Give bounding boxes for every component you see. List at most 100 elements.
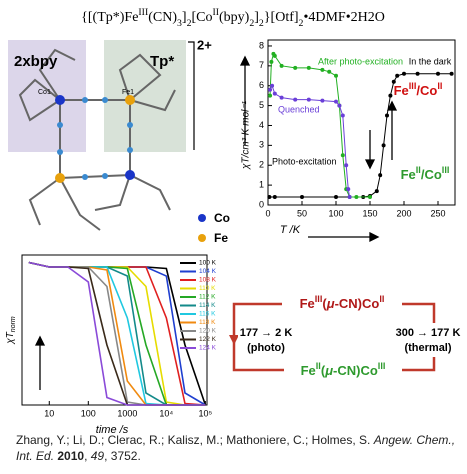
- data-point: [341, 114, 345, 118]
- data-point: [268, 94, 272, 98]
- annotation: FeII/CoIII: [401, 165, 450, 182]
- x-tick-label: 0: [265, 208, 270, 218]
- data-point: [375, 189, 379, 193]
- state-label: FeIII(μ-CN)CoII: [300, 294, 385, 311]
- title: {[(Tp*)FeIII(CN)3]2[CoII(bpy)2]2}[Otf]2•…: [81, 7, 385, 29]
- structure: 2xbpy Tp* 2+ Co1 Fe1: [8, 37, 212, 230]
- transition-label: 300 → 177 K: [396, 327, 461, 339]
- transition-label: (photo): [247, 342, 285, 354]
- data-point: [334, 100, 338, 104]
- series-line: [29, 263, 206, 406]
- series-label: Quenched: [278, 104, 320, 114]
- legend-label: 112 K: [199, 294, 216, 301]
- text-segment: 2010: [57, 449, 84, 463]
- legend-label: 108 K: [199, 277, 217, 284]
- x-tick-label: 1000: [117, 408, 137, 418]
- legend-label: 116 K: [199, 311, 216, 318]
- text-segment: , 3752.: [104, 449, 141, 463]
- data-point: [348, 195, 352, 199]
- y-tick-label: 0: [259, 199, 264, 209]
- annotation: Photo-excitation: [272, 156, 337, 166]
- charge: 2+: [197, 37, 212, 52]
- series-line: [29, 263, 206, 406]
- data-point: [273, 92, 277, 96]
- y-tick-label: 2: [259, 160, 264, 170]
- transition-label: (thermal): [404, 342, 451, 354]
- legend-label: 122 K: [199, 336, 217, 343]
- text-segment: (bpy): [219, 10, 250, 25]
- y-axis-label: χTnorm: [5, 316, 18, 345]
- data-point: [267, 195, 271, 199]
- series-line: [29, 263, 206, 406]
- text-segment: ,: [84, 449, 91, 463]
- data-point: [436, 72, 440, 76]
- data-point: [402, 72, 406, 76]
- ligand-label: Tp*: [150, 53, 174, 70]
- text-segment: }[Otf]: [264, 10, 299, 25]
- text-segment: /Co: [416, 83, 437, 98]
- x-tick-label: 50: [297, 208, 307, 218]
- data-point: [273, 54, 277, 58]
- data-point: [385, 114, 389, 118]
- x-tick-label: 10⁴: [159, 408, 173, 418]
- data-point: [382, 143, 386, 147]
- text-segment: III: [315, 294, 323, 304]
- series-line: [29, 263, 206, 406]
- text-segment: μ: [324, 363, 333, 378]
- text-segment: II: [379, 294, 384, 304]
- x-axis-label: T /K: [280, 224, 301, 236]
- data-point: [395, 74, 399, 78]
- y-tick-label: 5: [259, 100, 264, 110]
- text-segment: III: [442, 165, 450, 175]
- data-point: [334, 74, 338, 78]
- scheme: FeIII(μ-CN)CoII FeII(μ-CN)CoIII 177 → 2 …: [229, 294, 466, 381]
- data-point: [354, 195, 358, 199]
- text-segment: (CN): [148, 10, 177, 25]
- bracket: [188, 42, 194, 150]
- x-tick-label: 10: [44, 408, 54, 418]
- data-point: [320, 68, 324, 72]
- series-label: In the dark: [409, 56, 452, 66]
- legend-dot: [198, 234, 206, 242]
- series-line: [29, 263, 206, 406]
- data-point: [293, 98, 297, 102]
- legend-label: 114 K: [199, 302, 216, 309]
- data-point: [368, 195, 372, 199]
- series-label: After photo-excitation: [318, 56, 403, 66]
- legend-label: Fe: [214, 231, 228, 245]
- data-point: [450, 72, 454, 76]
- data-point: [280, 96, 284, 100]
- y-tick-label: 1: [259, 179, 264, 189]
- figure: {[(Tp*)FeIII(CN)3]2[CoII(bpy)2]2}[Otf]2•…: [0, 0, 467, 474]
- x-tick-label: 100: [328, 208, 343, 218]
- legend-label: 120 K: [199, 328, 217, 335]
- text-segment: Fe: [300, 296, 315, 311]
- x-tick-label: 100: [81, 408, 96, 418]
- text-segment: Fe: [401, 167, 416, 182]
- y-axis-label: χT/cm³ K mol⁻¹: [241, 100, 252, 170]
- y-tick-label: 6: [259, 80, 264, 90]
- data-point: [307, 66, 311, 70]
- data-point: [346, 187, 350, 191]
- data-point: [293, 66, 297, 70]
- arrow-head: [229, 335, 239, 345]
- text-segment: III: [409, 81, 417, 91]
- data-point: [337, 104, 341, 108]
- data-point: [378, 173, 382, 177]
- series-line: [29, 263, 206, 406]
- x-tick-label: 10⁵: [199, 408, 213, 418]
- text-segment: -CN)Co: [335, 296, 380, 311]
- x-tick-label: 250: [430, 208, 445, 218]
- y-tick-label: 8: [259, 40, 264, 50]
- data-point: [280, 64, 284, 68]
- text-segment: {[(Tp*)Fe: [81, 10, 138, 25]
- y-tick-label: 4: [259, 120, 264, 130]
- state-label: FeII(μ-CN)CoIII: [301, 361, 386, 378]
- data-point: [416, 72, 420, 76]
- text-segment: /Co: [421, 167, 442, 182]
- slide: {[(Tp*)FeIII(CN)3]2[CoII(bpy)2]2}[Otf]2•…: [0, 0, 467, 474]
- text-segment: -CN)Co: [333, 363, 378, 378]
- ligand-label: 2xbpy: [14, 53, 58, 70]
- series-line: [29, 263, 206, 406]
- legend-label: 118 K: [199, 319, 216, 326]
